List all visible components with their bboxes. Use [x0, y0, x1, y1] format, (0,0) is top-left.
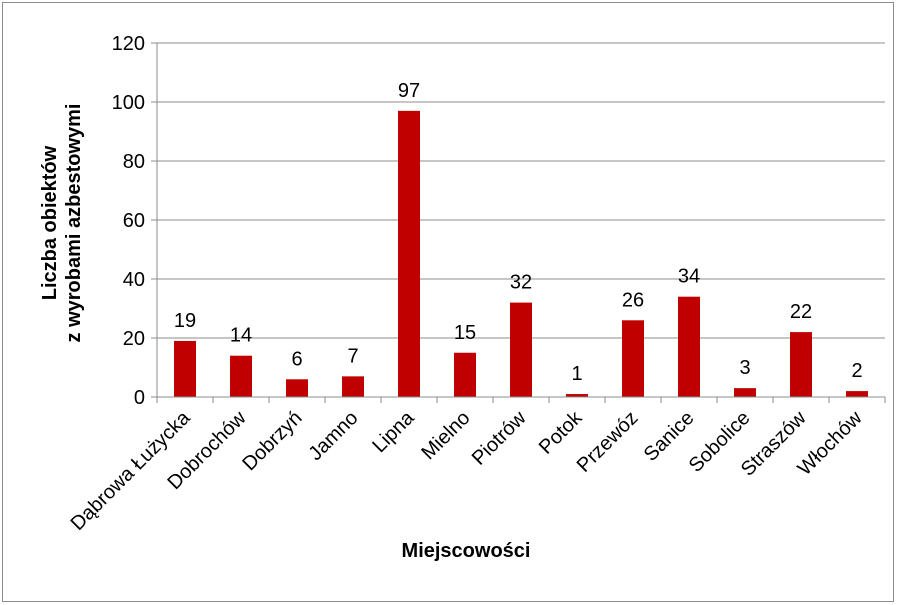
y-tick-labels: 0 20 40 60 80 100 120 [112, 33, 145, 409]
y-tick-label: 40 [123, 269, 145, 291]
data-label: 3 [739, 357, 750, 379]
x-tick-label: Piotrów [468, 407, 531, 470]
data-label: 2 [851, 360, 862, 382]
bar [174, 340, 196, 397]
bar [678, 296, 700, 397]
y-tick-label: 0 [134, 387, 145, 409]
bar [286, 379, 308, 397]
y-tick-label: 60 [123, 210, 145, 232]
data-label: 6 [291, 348, 302, 370]
data-label: 22 [790, 301, 812, 323]
y-tick-label: 20 [123, 328, 145, 350]
bar [510, 302, 532, 397]
y-axis-title-line-1: Liczba obiektów [39, 145, 61, 300]
bar [342, 376, 364, 397]
data-label: 32 [510, 272, 532, 294]
data-label: 97 [398, 80, 420, 102]
bar [790, 332, 812, 397]
y-tick-label: 80 [123, 151, 145, 173]
x-tick-label: Dobrzyń [238, 407, 306, 475]
bar [454, 352, 476, 397]
bars [174, 110, 868, 397]
bar [230, 355, 252, 397]
bar [398, 110, 420, 397]
bar [734, 388, 756, 397]
x-tick-label: Lipna [368, 406, 419, 457]
y-axis-title-line-2: z wyrobami azbestowymi [63, 104, 85, 343]
data-label: 7 [347, 345, 358, 367]
x-tick-label: Mielno [417, 407, 474, 464]
y-tick-label: 120 [112, 33, 145, 55]
data-label: 1 [571, 363, 582, 385]
bar [846, 391, 868, 397]
gridlines [157, 42, 885, 339]
data-label: 14 [230, 325, 252, 347]
y-tick-label: 100 [112, 92, 145, 114]
data-label: 15 [454, 322, 476, 344]
axes [151, 42, 886, 403]
x-tick-label: Jamno [305, 407, 363, 465]
x-axis-title: Miejscowości [402, 540, 531, 562]
data-label: 19 [174, 310, 196, 332]
x-tick-label: Potok [535, 406, 587, 458]
bar [622, 320, 644, 397]
x-tick-label: Przewóz [573, 407, 643, 477]
data-label: 34 [678, 266, 700, 288]
bar [566, 394, 588, 397]
data-label: 26 [622, 289, 644, 311]
